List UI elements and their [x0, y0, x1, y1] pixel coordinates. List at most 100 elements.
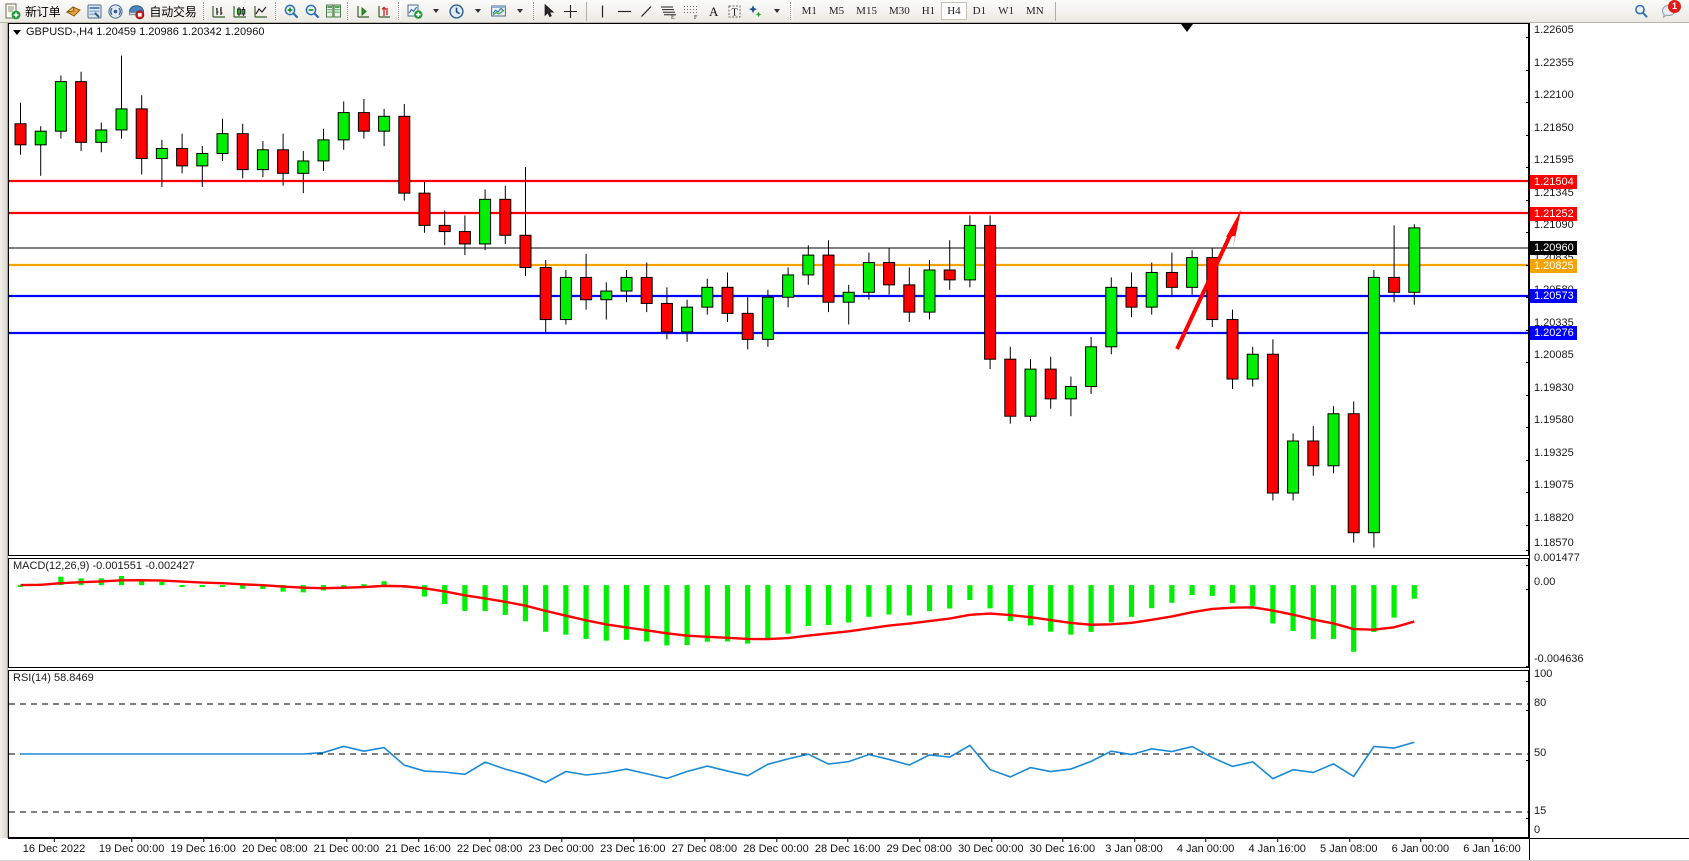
chart-area[interactable]: GBPUSD-,H4 1.20459 1.20986 1.20342 1.209…: [0, 23, 1689, 861]
candle-bull: [842, 291, 855, 303]
period-dropdown[interactable]: [467, 1, 488, 22]
bar-chart-button[interactable]: [209, 1, 230, 22]
shapes-dropdown[interactable]: [766, 1, 787, 22]
candle-bull: [1145, 271, 1158, 308]
timeframe-h1[interactable]: H1: [921, 5, 936, 17]
macd-histogram-bar: [846, 585, 852, 623]
candlestick-chart-icon: [233, 5, 246, 18]
timeframe-mn[interactable]: MN: [1025, 5, 1044, 17]
macd-histogram-bar: [341, 585, 347, 588]
macd-histogram-bar: [1411, 585, 1417, 599]
chart-shift-button[interactable]: [353, 1, 374, 22]
fibonacci-button[interactable]: E: [657, 1, 680, 22]
rsi-pane[interactable]: RSI(14) 58.8469: [8, 670, 1529, 838]
equidistant-channel-button[interactable]: F: [680, 1, 703, 22]
crosshair-button[interactable]: [560, 1, 581, 22]
crosshair-icon: [563, 4, 577, 18]
macd-histogram-bar: [1068, 585, 1074, 635]
candle-bear: [580, 276, 593, 301]
tile-windows-button[interactable]: [323, 1, 344, 22]
shapes-button[interactable]: [745, 1, 766, 22]
price-tick: 1.21595: [1526, 154, 1574, 173]
time-axis-label: 23 Dec 16:00: [600, 838, 666, 855]
autotrading-button[interactable]: [126, 1, 147, 22]
macd-histogram-bar: [947, 585, 953, 609]
timeframe-m15[interactable]: M15: [856, 5, 877, 17]
text-button[interactable]: A: [703, 1, 724, 22]
price-tag-buy-120573[interactable]: 1.20573: [1530, 289, 1577, 303]
macd-histogram-bar: [1128, 585, 1135, 617]
price-plot: [9, 55, 1528, 548]
add-indicator-dropdown[interactable]: [425, 1, 446, 22]
timeframe-w1[interactable]: W1: [998, 5, 1014, 17]
rsi-label: RSI(14) 58.8469: [13, 672, 94, 684]
auto-scroll-button[interactable]: [374, 1, 395, 22]
macd-pane[interactable]: MACD(12,26,9) -0.001551 -0.002427: [8, 558, 1529, 668]
new-order-label[interactable]: 新订单: [25, 4, 61, 19]
macd-histogram-bar: [1330, 585, 1337, 639]
time-axis-label: 5 Jan 08:00: [1320, 838, 1378, 855]
signals-button[interactable]: [105, 1, 126, 22]
price-tag-sell-121504[interactable]: 1.21504: [1530, 175, 1577, 189]
candle-bear: [741, 312, 754, 340]
cursor-button[interactable]: [539, 1, 560, 22]
timeframe-m5[interactable]: M5: [828, 5, 845, 17]
macd-histogram-bar: [502, 585, 508, 615]
macd-histogram-bar: [543, 585, 549, 632]
text-icon: A: [709, 4, 719, 19]
candle-bear: [438, 224, 451, 233]
add-indicator-button[interactable]: [404, 1, 425, 22]
candle-bull: [802, 254, 815, 276]
candle-bull: [54, 81, 67, 132]
data-window-button[interactable]: [84, 1, 105, 22]
macd-histogram-bar: [240, 585, 246, 589]
annotation-arrow[interactable]: [1175, 210, 1241, 350]
left-scroll-gutter[interactable]: [0, 23, 8, 838]
chart-menu-triangle-icon[interactable]: [13, 29, 21, 35]
macd-histogram-bar: [745, 585, 751, 644]
macd-histogram-bar: [825, 585, 832, 625]
candlestick-chart-button[interactable]: [230, 1, 251, 22]
macd-histogram-bar: [219, 585, 226, 588]
time-axis-label: 21 Dec 00:00: [313, 838, 380, 855]
timeframe-h4[interactable]: H4: [941, 2, 967, 20]
candle-bear: [721, 286, 734, 314]
autotrading-label[interactable]: 自动交易: [149, 4, 197, 19]
macd-histogram-bar: [1290, 585, 1296, 631]
time-axis-label: 30 Dec 00:00: [958, 838, 1024, 855]
macd-histogram-bar: [199, 585, 205, 588]
search-button[interactable]: [1631, 1, 1652, 22]
timeframe-m1[interactable]: M1: [801, 5, 817, 17]
trendline-button[interactable]: [636, 1, 657, 22]
candle-bear: [943, 269, 956, 281]
price-scale[interactable]: 1.22605 1.22355 1.22100 1.21850 1.21595 …: [1525, 23, 1689, 838]
zoom-in-button[interactable]: [281, 1, 302, 22]
macd-histogram-bar: [664, 585, 670, 646]
new-order-button[interactable]: [2, 1, 23, 22]
price-tag-sell-121252[interactable]: 1.21252: [1530, 207, 1577, 221]
templates-button[interactable]: [488, 1, 509, 22]
time-axis-label: 6 Jan 16:00: [1463, 838, 1521, 855]
vertical-line-button[interactable]: [592, 1, 613, 22]
templates-dropdown[interactable]: [509, 1, 530, 22]
timeframe-d1[interactable]: D1: [972, 5, 987, 17]
macd-histogram-bar: [1209, 585, 1215, 596]
toolbar-separator: [532, 2, 536, 20]
macd-histogram-bar: [58, 576, 64, 586]
timeframe-m30[interactable]: M30: [888, 5, 910, 17]
candle-bear: [357, 112, 370, 132]
zoom-out-button[interactable]: [302, 1, 323, 22]
line-chart-button[interactable]: [251, 1, 272, 22]
candle-bull: [923, 269, 936, 313]
horizontal-line-button[interactable]: [613, 1, 636, 22]
alerts-button[interactable]: 1: [1658, 0, 1681, 22]
time-scale[interactable]: 16 Dec 2022 19 Dec 00:00 19 Dec 16:00 20 De…: [8, 838, 1529, 860]
price-tag-orange-120825[interactable]: 1.20825: [1530, 259, 1577, 273]
period-button[interactable]: [446, 1, 467, 22]
text-label-button[interactable]: T: [724, 1, 745, 22]
toolbar-separator: [202, 2, 206, 20]
expert-advisor-button[interactable]: [63, 1, 84, 22]
price-pane[interactable]: GBPUSD-,H4 1.20459 1.20986 1.20342 1.209…: [8, 23, 1529, 556]
trendline-icon: [640, 5, 652, 17]
price-tag-buy-120276[interactable]: 1.20276: [1530, 326, 1577, 340]
